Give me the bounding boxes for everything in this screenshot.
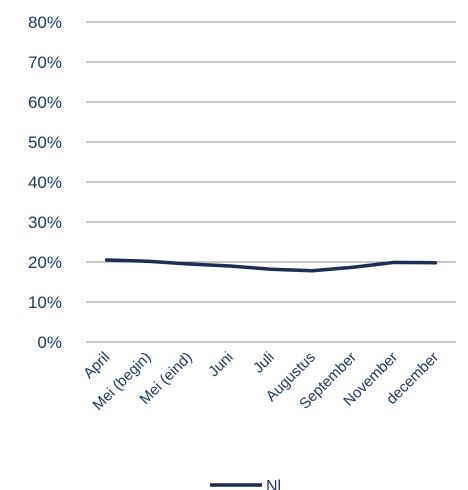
y-axis-tick-labels: 0% 10% 20% 30% 40% 50% 60% 70% 80% (28, 13, 62, 352)
series-line-0 (104, 258, 438, 273)
legend: Nl (210, 478, 281, 490)
x-tick-label: Juni (205, 349, 236, 380)
y-tick-label: 40% (28, 173, 62, 192)
y-tick-label: 60% (28, 93, 62, 112)
y-tick-label: 80% (28, 13, 62, 32)
y-tick-label: 20% (28, 253, 62, 272)
y-tick-label: 30% (28, 213, 62, 232)
gridlines (86, 21, 456, 343)
series-lines (104, 258, 438, 273)
x-tick-label: April (80, 349, 113, 382)
x-tick-label: Juli (250, 349, 278, 377)
legend-label: Nl (266, 478, 281, 490)
y-tick-label: 70% (28, 53, 62, 72)
y-tick-label: 0% (37, 333, 62, 352)
y-tick-label: 50% (28, 133, 62, 152)
y-tick-label: 10% (28, 293, 62, 312)
